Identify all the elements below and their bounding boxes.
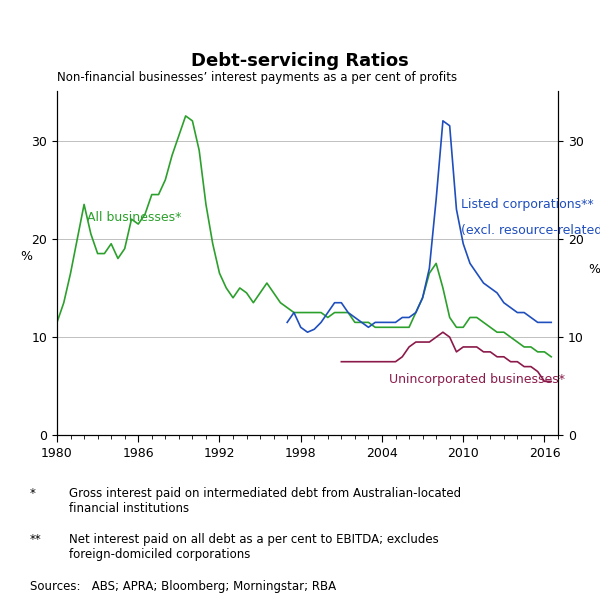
Text: Sources:   ABS; APRA; Bloomberg; Morningstar; RBA: Sources: ABS; APRA; Bloomberg; Morningst…: [30, 580, 336, 593]
Text: Gross interest paid on intermediated debt from Australian-located
financial inst: Gross interest paid on intermediated deb…: [69, 487, 461, 515]
Text: Listed corporations**: Listed corporations**: [461, 199, 593, 211]
Text: (excl. resource-related): (excl. resource-related): [461, 224, 600, 237]
Text: All businesses*: All businesses*: [87, 211, 181, 224]
Y-axis label: %: %: [20, 250, 32, 264]
Text: Non-financial businesses’ interest payments as a per cent of profits: Non-financial businesses’ interest payme…: [57, 71, 457, 84]
Text: **: **: [30, 533, 42, 546]
Text: Unincorporated businesses*: Unincorporated businesses*: [389, 373, 565, 387]
Text: *: *: [30, 487, 36, 500]
Y-axis label: %: %: [589, 264, 600, 276]
Text: Net interest paid on all debt as a per cent to EBITDA; excludes
foreign-domicile: Net interest paid on all debt as a per c…: [69, 533, 439, 561]
Text: Debt-servicing Ratios: Debt-servicing Ratios: [191, 52, 409, 70]
